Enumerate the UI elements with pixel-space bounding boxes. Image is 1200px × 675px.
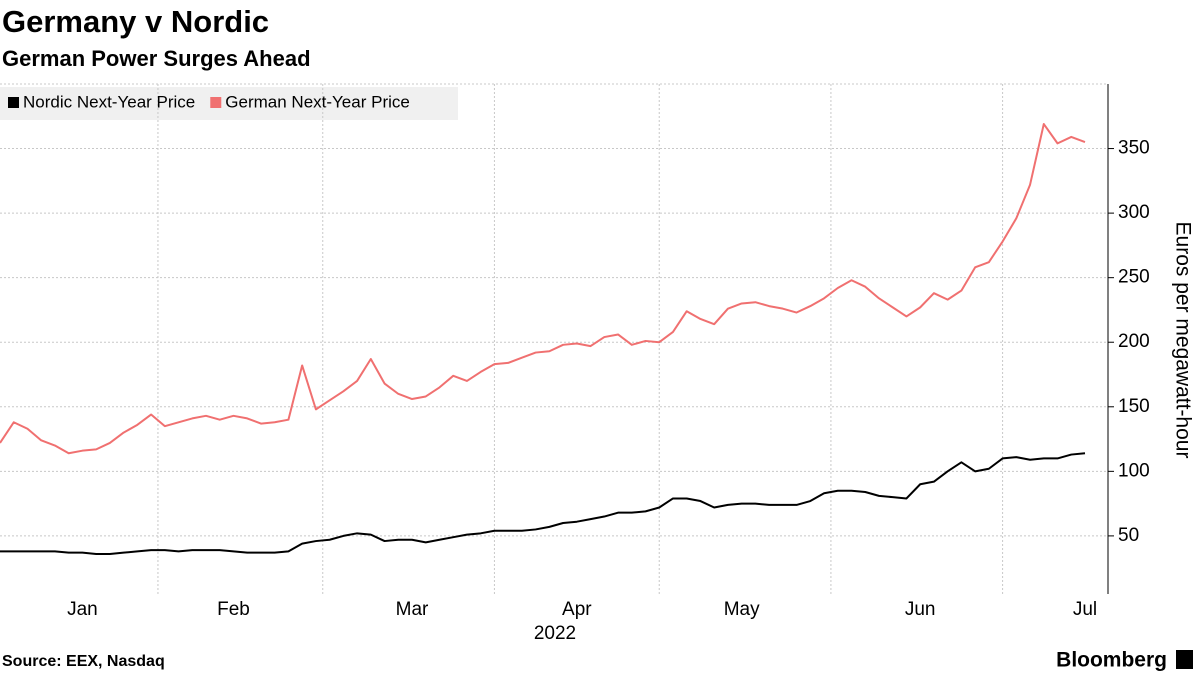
line-series (0, 123, 1086, 455)
x-tick-label: Jul (1073, 599, 1097, 620)
legend-label: German Next-Year Price (225, 92, 410, 111)
chart-subtitle: German Power Surges Ahead (2, 46, 311, 71)
legend-label: Nordic Next-Year Price (23, 92, 195, 111)
x-tick-label: Apr (562, 599, 592, 620)
y-tick-label: 50 (1118, 525, 1139, 546)
x-tick-label: Jun (905, 599, 936, 620)
x-tick-label: Jan (67, 599, 98, 620)
y-tick-label: 300 (1118, 202, 1150, 223)
y-tick-label: 100 (1118, 460, 1150, 481)
y-tick-label: 350 (1118, 138, 1150, 159)
x-tick-label: Mar (396, 599, 429, 620)
line-series (0, 452, 1086, 555)
chart-title: Germany v Nordic (2, 4, 269, 39)
legend-swatch (210, 97, 222, 108)
y-tick-label: 250 (1118, 267, 1150, 288)
y-tick-label: 200 (1118, 331, 1150, 352)
y-tick-label: 150 (1118, 396, 1150, 417)
plot: 50 100 150 200 250 300 350 Jan Feb Mar Apr May Jun Ju… (0, 84, 1150, 620)
brand-icon (1176, 650, 1193, 669)
x-tick-label: May (724, 599, 760, 620)
legend-swatch (8, 97, 19, 108)
legend-box (0, 87, 458, 120)
source: Source: EEX, Nasdaq (2, 653, 165, 670)
x-tick-label: Feb (217, 599, 250, 620)
brand: Bloomberg (1056, 649, 1167, 672)
x-axis-label: 2022 (534, 623, 576, 644)
y-axis-label: Euros per megawatt-hour (1171, 222, 1194, 459)
